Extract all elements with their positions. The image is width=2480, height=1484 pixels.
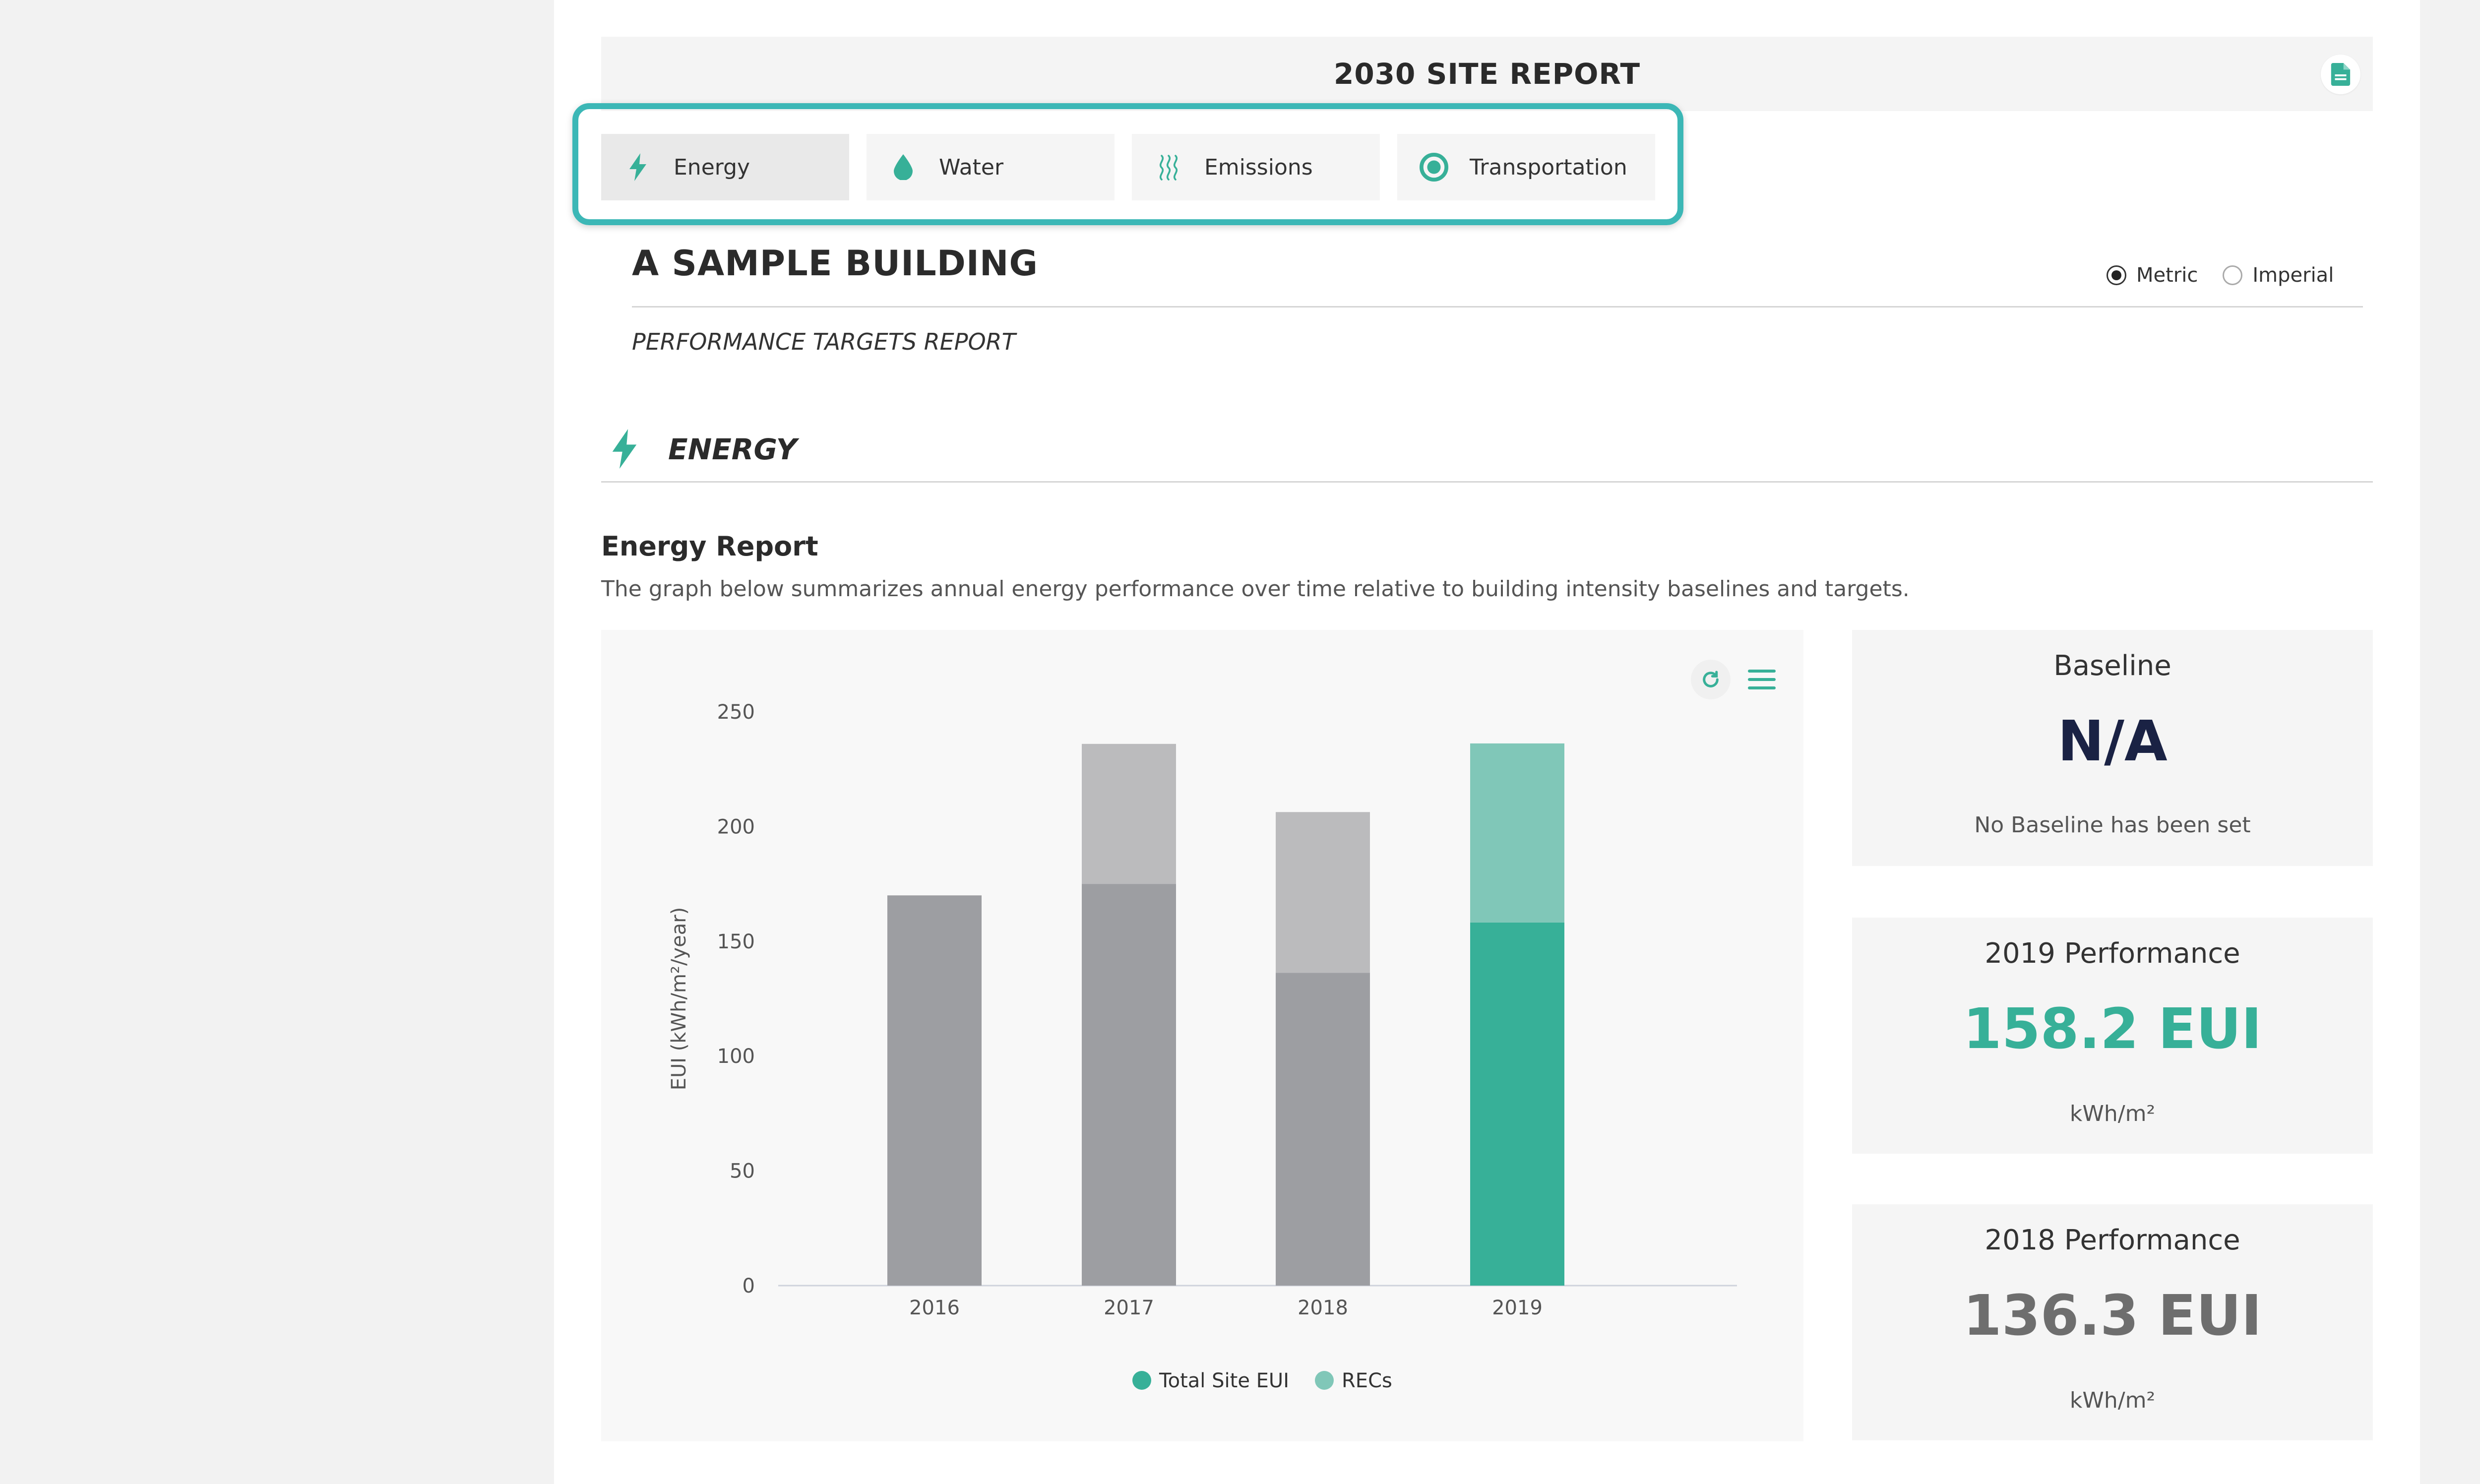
tab-emissions[interactable]: Emissions — [1132, 134, 1380, 200]
bar-recs — [1082, 743, 1176, 884]
y-tick-label: 250 — [717, 701, 755, 724]
divider — [632, 306, 2363, 308]
card-value: 158.2 EUI — [1963, 997, 2262, 1061]
bolt-icon — [623, 152, 653, 182]
x-tick-label: 2018 — [1298, 1297, 1348, 1319]
card-value: N/A — [2057, 709, 2168, 774]
energy-report-description: The graph below summarizes annual energy… — [601, 576, 1910, 602]
energy-chart-panel: 0 50 100 150 200 250 EUI (kWh/m²/year) 2016 2017… — [601, 630, 1803, 1441]
radio-selected-dot — [2111, 270, 2121, 280]
x-tick-label: 2017 — [1104, 1297, 1154, 1319]
tab-water[interactable]: Water — [867, 134, 1115, 200]
card-title: 2019 Performance — [1984, 937, 2240, 970]
card-subtext: kWh/m² — [2069, 1101, 2156, 1126]
tab-label: Transportation — [1470, 154, 1627, 180]
energy-report-title: Energy Report — [601, 531, 818, 562]
bar-recs — [1470, 743, 1564, 923]
bar-total-site-eui — [887, 895, 982, 1286]
bar-recs — [1276, 812, 1370, 973]
report-subtitle: PERFORMANCE TARGETS REPORT — [632, 328, 1016, 355]
report-header: 2030 SITE REPORT — [601, 37, 2373, 111]
bar-total-site-eui — [1276, 973, 1370, 1286]
tab-label: Water — [939, 154, 1004, 180]
tabs-focus-outline — [572, 103, 1683, 225]
performance-2018-card: 2018 Performance 136.3 EUI kWh/m² — [1852, 1204, 2373, 1440]
metric-label[interactable]: Metric — [2136, 264, 2198, 287]
legend-label-recs: RECs — [1342, 1369, 1392, 1392]
metric-radio[interactable] — [2107, 265, 2126, 285]
reset-zoom-button[interactable] — [1691, 660, 1731, 699]
document-icon — [2331, 63, 2351, 86]
y-tick-label: 150 — [717, 930, 755, 953]
y-axis-label: EUI (kWh/m²/year) — [668, 907, 690, 1091]
report-page: 2030 SITE REPORT Energy Water — [554, 0, 2420, 1484]
card-subtext: kWh/m² — [2069, 1388, 2156, 1413]
tab-label: Emissions — [1204, 154, 1313, 180]
energy-chart: 0 50 100 150 200 250 EUI (kWh/m²/year) 2016 2017… — [668, 701, 1737, 1392]
x-tick-label: 2019 — [1492, 1297, 1543, 1319]
bolt-icon — [610, 429, 639, 469]
y-tick-label: 200 — [717, 815, 755, 838]
legend-swatch-total-site-eui — [1132, 1371, 1151, 1390]
tab-label: Energy — [674, 154, 750, 180]
performance-2019-card: 2019 Performance 158.2 EUI kWh/m² — [1852, 918, 2373, 1154]
page-title: 2030 SITE REPORT — [1333, 57, 1641, 91]
export-document-button[interactable] — [2321, 55, 2360, 94]
tab-transportation[interactable]: Transportation — [1397, 134, 1655, 200]
baseline-card: Baseline N/A No Baseline has been set — [1852, 630, 2373, 866]
imperial-radio[interactable] — [2223, 265, 2243, 285]
hamburger-menu-icon — [1748, 670, 1776, 689]
water-drop-icon — [888, 152, 918, 182]
card-value: 136.3 EUI — [1963, 1284, 2262, 1348]
section-title: ENERGY — [668, 433, 797, 466]
tab-energy[interactable]: Energy — [601, 134, 849, 200]
y-tick-label: 50 — [730, 1160, 755, 1183]
legend-swatch-recs — [1315, 1371, 1334, 1390]
legend-label-total-site-eui: Total Site EUI — [1159, 1369, 1289, 1392]
imperial-label[interactable]: Imperial — [2252, 264, 2334, 287]
x-tick-label: 2016 — [909, 1297, 960, 1319]
y-tick-label: 0 — [743, 1275, 755, 1298]
chart-menu-button[interactable] — [1742, 660, 1782, 699]
card-title: Baseline — [2053, 650, 2171, 682]
bar-total-site-eui — [1082, 884, 1176, 1286]
y-tick-label: 100 — [717, 1045, 755, 1068]
refresh-icon — [1703, 671, 1719, 687]
divider — [601, 481, 2373, 483]
heat-waves-icon — [1154, 152, 1183, 182]
card-title: 2018 Performance — [1984, 1224, 2240, 1256]
target-circle-icon — [1419, 152, 1449, 182]
units-toggle: Metric Imperial — [2107, 264, 2334, 287]
bar-total-site-eui — [1470, 922, 1564, 1286]
card-subtext: No Baseline has been set — [1974, 812, 2251, 838]
building-name: A SAMPLE BUILDING — [632, 243, 1038, 284]
